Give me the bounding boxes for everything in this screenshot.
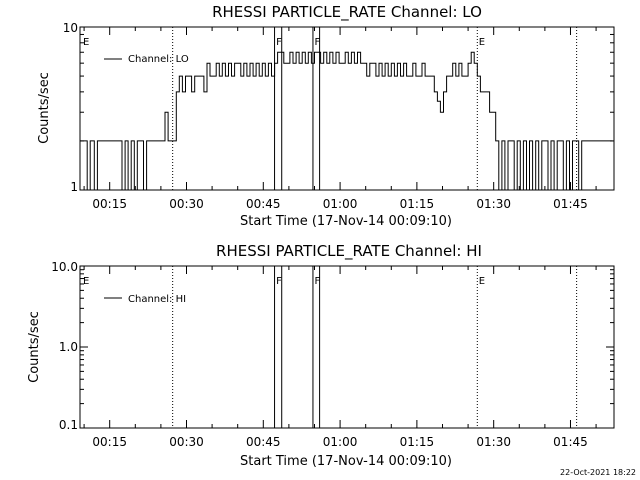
flag-marker: F (276, 37, 282, 48)
flag-marker: F (314, 37, 320, 48)
x-tick-label: 00:30 (169, 435, 204, 449)
flag-marker: E (479, 37, 485, 48)
y-ticks-lo: 1 10 (63, 21, 614, 194)
y-tick-label: 1 (70, 180, 78, 194)
y-tick-label: 0.1 (59, 418, 78, 432)
vertical-lines-lo (172, 27, 578, 190)
x-tick-label: 01:15 (400, 197, 435, 211)
plot-frame-hi (79, 265, 615, 429)
x-tick-label: 00:15 (92, 435, 127, 449)
x-tick-label: 01:15 (400, 435, 435, 449)
legend-label-lo: Channel: LO (128, 54, 189, 65)
vertical-lines-hi (172, 266, 578, 428)
x-tick-label: 01:45 (553, 435, 588, 449)
y-tick-label: 1.0 (59, 340, 78, 354)
y-tick-label: 10 (63, 21, 78, 35)
x-tick-label: 01:45 (553, 197, 588, 211)
flag-marker: E (479, 276, 485, 287)
chart-title-lo: RHESSI PARTICLE_RATE Channel: LO (212, 3, 482, 22)
flag-marker: F (276, 276, 282, 287)
panel-lo: RHESSI PARTICLE_RATE Channel: LO 00:15 00… (37, 3, 615, 229)
flag-marker: F (314, 276, 320, 287)
x-axis-title-hi: Start Time (17-Nov-14 00:09:10) (240, 454, 452, 469)
y-axis-title-lo: Counts/sec (37, 72, 52, 144)
x-tick-label: 00:15 (92, 197, 127, 211)
x-tick-label: 01:00 (323, 435, 358, 449)
series-line-lo (80, 51, 613, 191)
panel-hi: RHESSI PARTICLE_RATE Channel: HI 00:15 00… (27, 242, 615, 469)
y-ticks-hi: 0.1 1.0 10.0 (51, 260, 614, 432)
legend-label-hi: Channel: HI (128, 294, 186, 305)
footer-timestamp: 22-Oct-2021 18:22 (560, 468, 636, 477)
x-tick-label: 01:30 (476, 435, 511, 449)
x-ticks-hi: 00:15 00:30 00:45 01:00 01:15 01:30 01:45 (83, 266, 597, 449)
x-ticks-lo: 00:15 00:30 00:45 01:00 01:15 01:30 01:45 (83, 27, 597, 211)
x-axis-title-lo: Start Time (17-Nov-14 00:09:10) (240, 214, 452, 229)
plot-frame-lo (79, 26, 615, 191)
flag-marker: E (83, 276, 89, 287)
x-tick-label: 00:45 (246, 197, 281, 211)
flag-marker: E (83, 37, 89, 48)
chart-title-hi: RHESSI PARTICLE_RATE Channel: HI (216, 242, 482, 261)
x-tick-label: 00:30 (169, 197, 204, 211)
y-tick-label: 10.0 (51, 260, 78, 274)
x-tick-label: 00:45 (246, 435, 281, 449)
y-axis-title-hi: Counts/sec (27, 311, 42, 383)
x-tick-label: 01:30 (476, 197, 511, 211)
x-tick-label: 01:00 (323, 197, 358, 211)
